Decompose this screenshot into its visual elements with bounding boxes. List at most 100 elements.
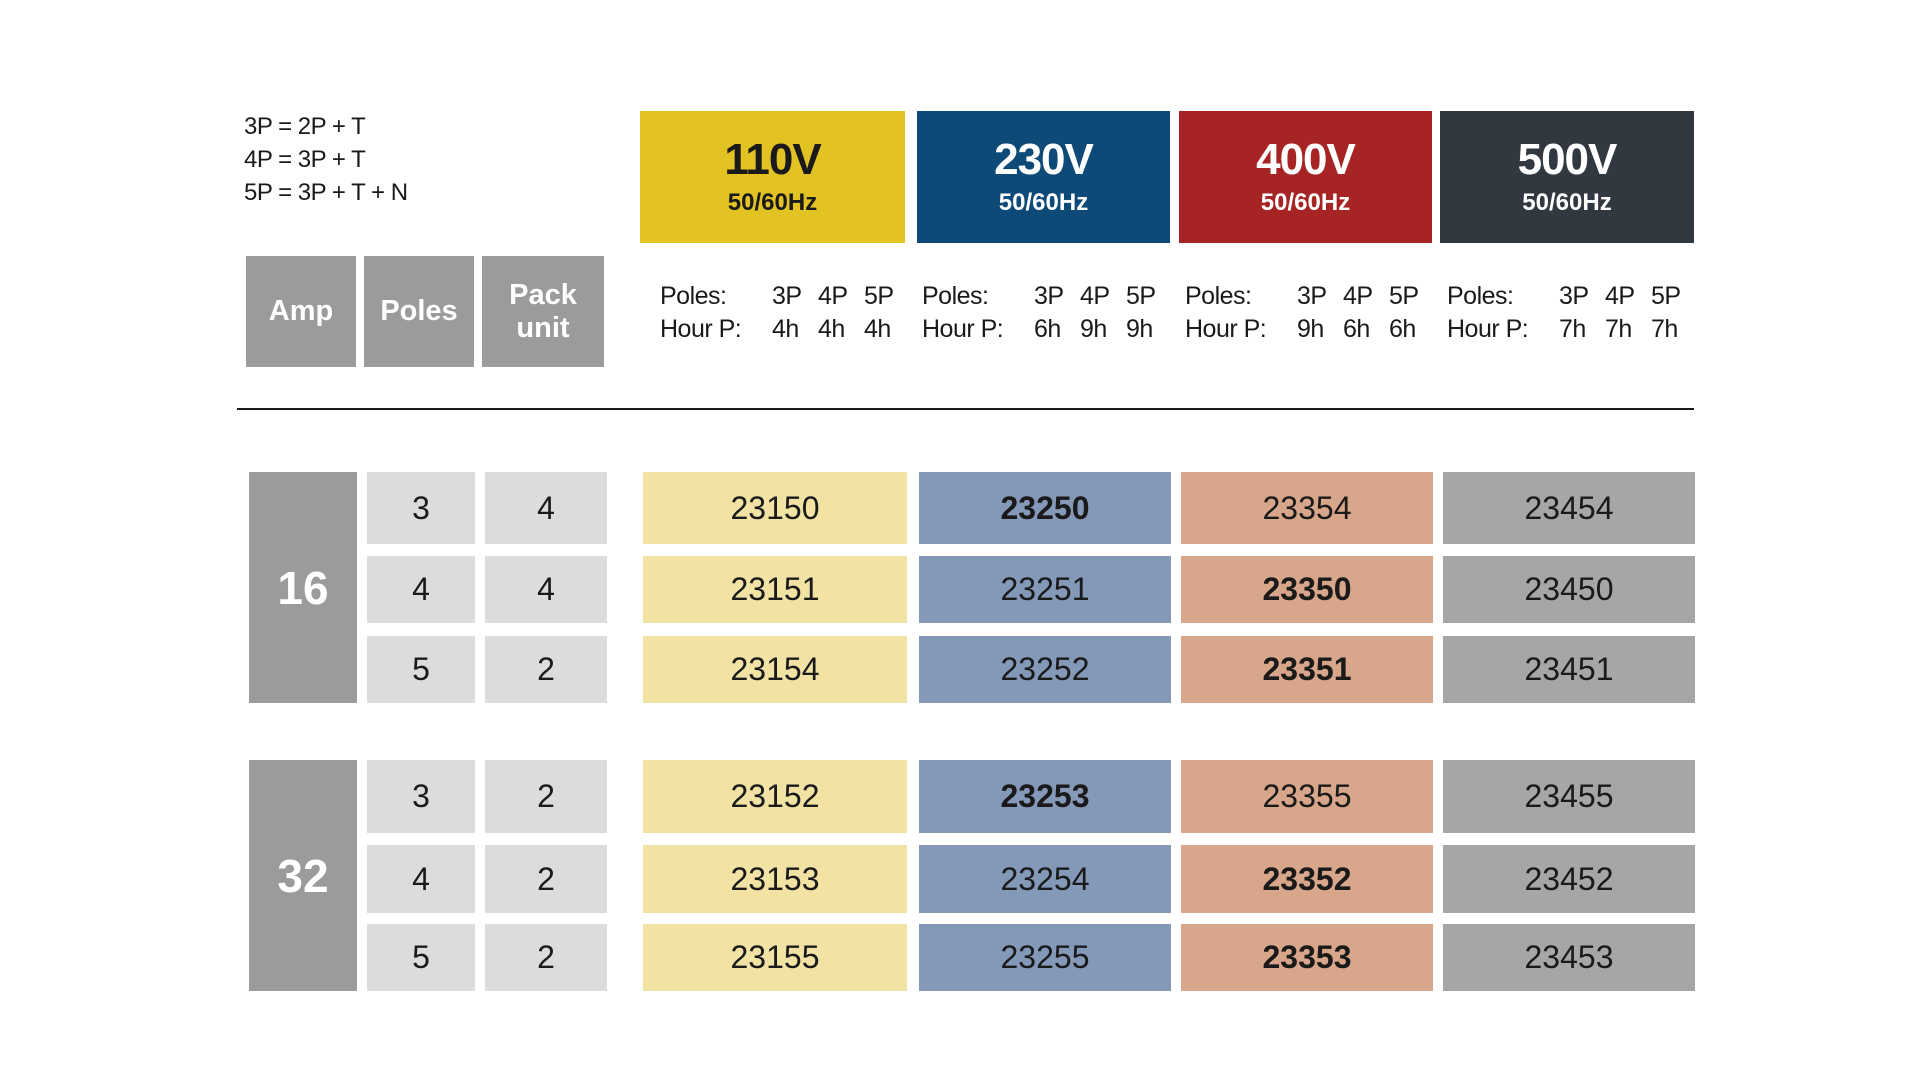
- voltage-value: 400V: [1256, 135, 1356, 184]
- code-cell-230v: 23251: [919, 556, 1171, 623]
- frequency-value: 50/60Hz: [1260, 189, 1351, 216]
- pole-type: 5P: [1651, 282, 1681, 310]
- article-code: 23155: [730, 939, 820, 975]
- article-code: 23154: [730, 651, 820, 687]
- pack-unit-cell: 2: [485, 845, 607, 913]
- article-code: 23350: [1262, 571, 1352, 607]
- code-cell-110v: 23155: [643, 924, 907, 991]
- code-cell-230v: 23255: [919, 924, 1171, 991]
- pack-unit-cell: 2: [485, 636, 607, 703]
- pack-unit-value: 2: [537, 778, 555, 814]
- hour-position: 7h: [1605, 315, 1632, 343]
- legend-line: 5P = 3P + T + N: [244, 179, 408, 206]
- poles-label: Poles:: [660, 282, 727, 310]
- article-code: 23450: [1524, 571, 1614, 607]
- pole-type: 3P: [1559, 282, 1589, 310]
- article-code: 23351: [1262, 651, 1352, 687]
- voltage-header-400v: 400V 50/60Hz: [1179, 111, 1432, 243]
- column-header-amp: Amp: [246, 256, 356, 367]
- voltage-header-230v: 230V 50/60Hz: [917, 111, 1170, 243]
- pack-unit-cell: 2: [485, 924, 607, 991]
- article-code: 23454: [1524, 489, 1614, 526]
- article-code: 23250: [1000, 489, 1090, 526]
- pack-unit-value: 2: [537, 860, 555, 897]
- code-cell-500v: 23454: [1443, 472, 1695, 544]
- pack-unit-cell: 4: [485, 556, 607, 623]
- article-code: 23353: [1262, 939, 1352, 975]
- voltage-value: 230V: [994, 135, 1094, 184]
- column-header-label: unit: [516, 311, 570, 344]
- hour-position: 4h: [864, 315, 891, 343]
- poles-label: Poles:: [1185, 282, 1252, 310]
- voltage-value: 500V: [1517, 135, 1618, 184]
- column-header-poles: Poles: [364, 256, 474, 367]
- poles-cell: 3: [367, 472, 475, 544]
- poles-hours-230v: Poles: 3P 4P 5P Hour P: 6h 9h 9h: [922, 280, 1172, 350]
- pole-type: 4P: [1080, 282, 1110, 310]
- hour-position: 7h: [1559, 315, 1586, 343]
- pole-type: 5P: [864, 282, 894, 310]
- column-header-label: Amp: [268, 295, 334, 327]
- hours-label: Hour P:: [1185, 315, 1267, 343]
- article-code: 23153: [730, 860, 820, 897]
- legend-line: 3P = 2P + T: [244, 113, 366, 140]
- legend-line: 4P = 3P + T: [244, 146, 366, 173]
- pole-type: 3P: [772, 282, 802, 310]
- article-code: 23150: [730, 489, 820, 526]
- article-code: 23251: [1000, 571, 1090, 607]
- hours-label: Hour P:: [660, 315, 742, 343]
- voltage-header-110v: 110V 50/60Hz: [640, 111, 905, 243]
- pack-unit-value: 4: [537, 571, 555, 607]
- code-cell-400v: 23355: [1181, 760, 1433, 833]
- pole-type: 5P: [1126, 282, 1156, 310]
- pack-unit-value: 4: [537, 489, 555, 526]
- poles-value: 3: [412, 489, 430, 526]
- code-cell-230v: 23252: [919, 636, 1171, 703]
- code-cell-110v: 23151: [643, 556, 907, 623]
- code-cell-110v: 23153: [643, 845, 907, 913]
- amp-cell: 16: [249, 472, 357, 703]
- column-header-pack-unit: Pack unit: [482, 256, 604, 367]
- pole-type: 5P: [1389, 282, 1419, 310]
- header-divider: [237, 408, 1694, 410]
- poles-cell: 4: [367, 845, 475, 913]
- hour-position: 4h: [772, 315, 799, 343]
- pole-type: 3P: [1297, 282, 1327, 310]
- hour-position: 7h: [1651, 315, 1678, 343]
- code-cell-230v: 23250: [919, 472, 1171, 544]
- article-code: 23452: [1524, 860, 1614, 897]
- hour-position: 4h: [818, 315, 845, 343]
- poles-value: 5: [412, 939, 430, 975]
- pole-type: 3P: [1034, 282, 1064, 310]
- article-code: 23152: [730, 778, 820, 814]
- code-cell-110v: 23150: [643, 472, 907, 544]
- poles-hours-110v: Poles: 3P 4P 5P Hour P: 4h 4h 4h: [660, 280, 910, 350]
- code-cell-500v: 23450: [1443, 556, 1695, 623]
- poles-hours-400v: Poles: 3P 4P 5P Hour P: 9h 6h 6h: [1185, 280, 1435, 350]
- poles-value: 4: [412, 860, 430, 897]
- article-code: 23253: [1000, 778, 1090, 814]
- pack-unit-cell: 2: [485, 760, 607, 833]
- pole-type: 4P: [1605, 282, 1635, 310]
- code-cell-400v: 23351: [1181, 636, 1433, 703]
- article-code: 23254: [1000, 860, 1090, 897]
- poles-value: 5: [412, 651, 430, 687]
- hour-position: 9h: [1126, 315, 1153, 343]
- frequency-value: 50/60Hz: [727, 189, 818, 216]
- pack-unit-value: 2: [537, 651, 555, 687]
- code-cell-500v: 23453: [1443, 924, 1695, 991]
- article-code: 23151: [730, 571, 820, 607]
- article-code: 23355: [1262, 778, 1352, 814]
- code-cell-400v: 23353: [1181, 924, 1433, 991]
- poles-value: 3: [412, 778, 430, 814]
- code-cell-400v: 23354: [1181, 472, 1433, 544]
- hour-position: 6h: [1389, 315, 1416, 343]
- article-code: 23455: [1524, 778, 1614, 814]
- code-cell-500v: 23451: [1443, 636, 1695, 703]
- column-header-label: Poles: [380, 295, 458, 327]
- poles-label: Poles:: [922, 282, 989, 310]
- hour-position: 6h: [1034, 315, 1061, 343]
- hour-position: 9h: [1080, 315, 1107, 343]
- pole-legend: 3P = 2P + T 4P = 3P + T 5P = 3P + T + N: [244, 110, 408, 209]
- code-cell-230v: 23253: [919, 760, 1171, 833]
